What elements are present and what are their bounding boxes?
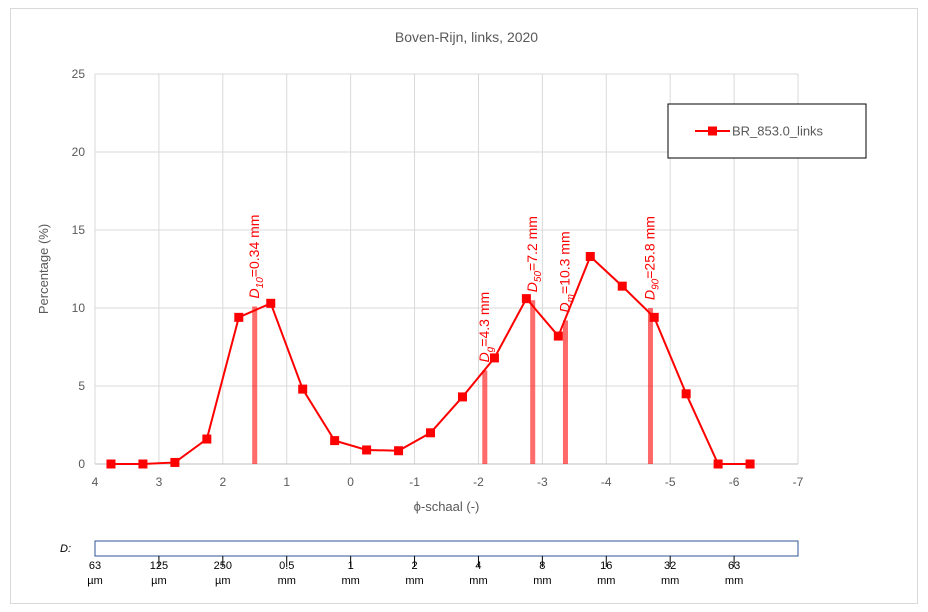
- annotation-label: D90=25.8 mm: [641, 216, 661, 300]
- data-point: [202, 434, 212, 444]
- data-point: [298, 384, 308, 394]
- scale-unit: mm: [341, 575, 359, 587]
- data-point: [266, 298, 276, 308]
- data-point: [521, 294, 531, 304]
- scale-value: 2: [411, 560, 417, 572]
- x-tick-label: 0: [347, 475, 354, 489]
- data-point: [457, 392, 467, 402]
- data-point: [106, 459, 116, 469]
- scale-unit: mm: [533, 575, 551, 587]
- legend-marker: [708, 126, 717, 136]
- x-tick-label: 4: [92, 475, 99, 489]
- scale-value: 125: [150, 560, 168, 572]
- scale-strip: [94, 540, 799, 557]
- scale-value: 250: [214, 560, 232, 572]
- y-tick-label: 10: [72, 301, 86, 315]
- y-axis-label: Percentage (%): [36, 224, 51, 314]
- data-point: [681, 389, 691, 399]
- scale-value: 4: [475, 560, 481, 572]
- data-point: [713, 459, 723, 469]
- scale-unit: mm: [725, 575, 743, 587]
- x-tick-label: -4: [601, 475, 612, 489]
- scale-label: D:: [60, 543, 71, 555]
- scale-value: 63: [728, 560, 740, 572]
- annotation-bar: [482, 370, 488, 464]
- x-tick-label: -6: [729, 475, 740, 489]
- scale-value: 32: [664, 560, 676, 572]
- scale-unit: mm: [405, 575, 423, 587]
- data-point: [394, 446, 404, 456]
- y-tick-label: 0: [78, 457, 85, 471]
- y-tick-label: 25: [72, 67, 86, 81]
- annotation-bar: [562, 320, 568, 464]
- annotation-label: Dm=10.3 mm: [556, 231, 576, 312]
- data-point: [330, 436, 340, 446]
- data-point: [617, 281, 627, 291]
- data-point: [426, 428, 436, 438]
- x-axis-label: ϕ-schaal (-): [414, 499, 480, 514]
- annotation-label: D50=7.2 mm: [524, 216, 544, 292]
- legend: BR_853.0_links: [667, 103, 867, 159]
- data-point: [362, 445, 372, 455]
- data-point: [585, 252, 595, 262]
- data-point: [234, 312, 244, 322]
- scale-unit: µm: [215, 575, 231, 587]
- x-tick-label: -1: [409, 475, 420, 489]
- chart-title: Boven-Rijn, links, 2020: [395, 29, 538, 45]
- y-tick-label: 15: [72, 223, 86, 237]
- scale-unit: µm: [151, 575, 167, 587]
- x-tick-label: -5: [665, 475, 676, 489]
- y-tick-label: 20: [72, 145, 86, 159]
- data-point: [138, 459, 148, 469]
- x-tick-label: 2: [219, 475, 226, 489]
- x-tick-label: -3: [537, 475, 548, 489]
- x-tick-label: -7: [793, 475, 804, 489]
- data-point: [489, 353, 499, 363]
- legend-label: BR_853.0_links: [732, 124, 824, 139]
- scale-value: 8: [539, 560, 545, 572]
- annotation-label: D10=0.34 mm: [246, 215, 266, 299]
- annotation-bar: [530, 300, 536, 464]
- data-point: [553, 331, 563, 341]
- x-tick-label: -2: [473, 475, 484, 489]
- scale-value: 0.5: [279, 560, 294, 572]
- annotation-label: Dg=4.3 mm: [476, 292, 496, 363]
- scale-unit: µm: [87, 575, 103, 587]
- scale-unit: mm: [661, 575, 679, 587]
- y-tick-label: 5: [78, 379, 85, 393]
- scale-unit: mm: [469, 575, 487, 587]
- x-tick-label: 3: [156, 475, 163, 489]
- scale-value: 63: [89, 560, 101, 572]
- data-point: [170, 457, 180, 467]
- data-point: [649, 312, 659, 322]
- scale-value: 1: [348, 560, 354, 572]
- scale-value: 16: [600, 560, 612, 572]
- annotation-bar: [647, 308, 653, 464]
- annotation-bar: [252, 306, 258, 464]
- scale-unit: mm: [278, 575, 296, 587]
- data-point: [745, 459, 755, 469]
- scale-unit: mm: [597, 575, 615, 587]
- x-tick-label: 1: [283, 475, 290, 489]
